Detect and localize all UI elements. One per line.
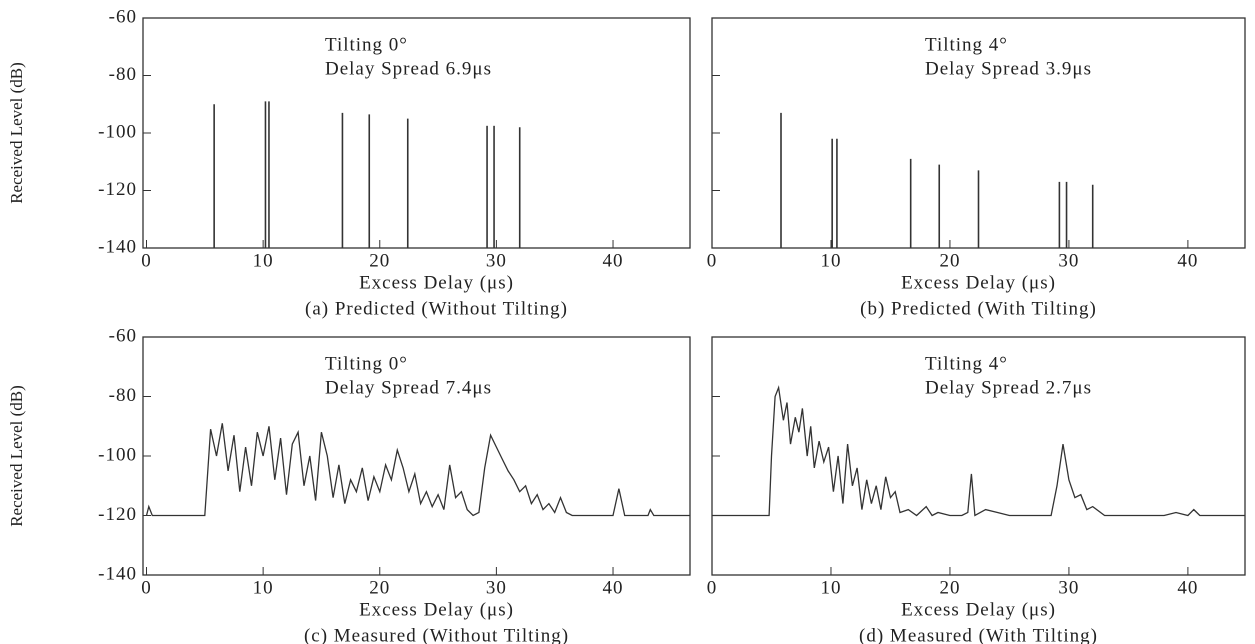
x-tick-label: 10 — [820, 577, 841, 598]
x-tick-label: 10 — [253, 250, 274, 271]
annotation: Tilting 0° — [325, 353, 408, 374]
y-tick-label: -140 — [98, 236, 137, 257]
x-tick-label: 30 — [486, 250, 507, 271]
caption: (c) Measured (Without Tilting) — [304, 625, 569, 644]
x-tick-label: 20 — [369, 577, 390, 598]
x-tick-label: 20 — [369, 250, 390, 271]
y-tick-label: -60 — [109, 6, 137, 27]
annotation: Delay Spread 3.9μs — [925, 58, 1092, 79]
caption: (d) Measured (With Tilting) — [859, 625, 1098, 644]
y-tick-label: -100 — [98, 444, 137, 465]
x-tick-label: 0 — [707, 250, 718, 271]
y-tick-label: -100 — [98, 121, 137, 142]
x-axis-label: Excess Delay (μs) — [901, 599, 1056, 620]
x-tick-label: 0 — [707, 577, 718, 598]
x-tick-label: 0 — [141, 250, 152, 271]
annotation: Delay Spread 6.9μs — [325, 58, 492, 79]
annotation: Delay Spread 2.7μs — [925, 377, 1092, 398]
y-tick-label: -140 — [98, 563, 137, 584]
x-tick-label: 40 — [603, 250, 624, 271]
x-tick-label: 30 — [486, 577, 507, 598]
plot-frame — [142, 336, 691, 576]
annotation: Tilting 4° — [925, 353, 1008, 374]
x-tick-label: 40 — [1177, 250, 1198, 271]
annotation: Delay Spread 7.4μs — [325, 377, 492, 398]
annotation: Tilting 0° — [325, 34, 408, 55]
x-tick-label: 10 — [820, 250, 841, 271]
y-tick-label: -60 — [109, 325, 137, 346]
x-tick-label: 30 — [1058, 250, 1079, 271]
y-axis-label: Received Level (dB) — [7, 62, 26, 204]
signal-line — [712, 385, 1245, 517]
caption: (a) Predicted (Without Tilting) — [305, 298, 568, 319]
x-axis-label: Excess Delay (μs) — [359, 599, 514, 620]
y-tick-label: -80 — [109, 385, 137, 406]
x-tick-label: 40 — [1177, 577, 1198, 598]
x-tick-label: 10 — [253, 577, 274, 598]
x-tick-label: 20 — [939, 577, 960, 598]
annotation: Tilting 4° — [925, 34, 1008, 55]
caption: (b) Predicted (With Tilting) — [860, 298, 1097, 319]
x-tick-label: 30 — [1058, 577, 1079, 598]
y-tick-label: -120 — [98, 179, 137, 200]
plot-frame — [142, 17, 691, 249]
x-tick-label: 0 — [141, 577, 152, 598]
y-tick-label: -120 — [98, 504, 137, 525]
signal-line — [145, 423, 690, 517]
y-tick-label: -80 — [109, 64, 137, 85]
x-tick-label: 20 — [939, 250, 960, 271]
x-axis-label: Excess Delay (μs) — [359, 272, 514, 293]
y-axis-label: Received Level (dB) — [7, 385, 26, 527]
x-axis-label: Excess Delay (μs) — [901, 272, 1056, 293]
x-tick-label: 40 — [603, 577, 624, 598]
